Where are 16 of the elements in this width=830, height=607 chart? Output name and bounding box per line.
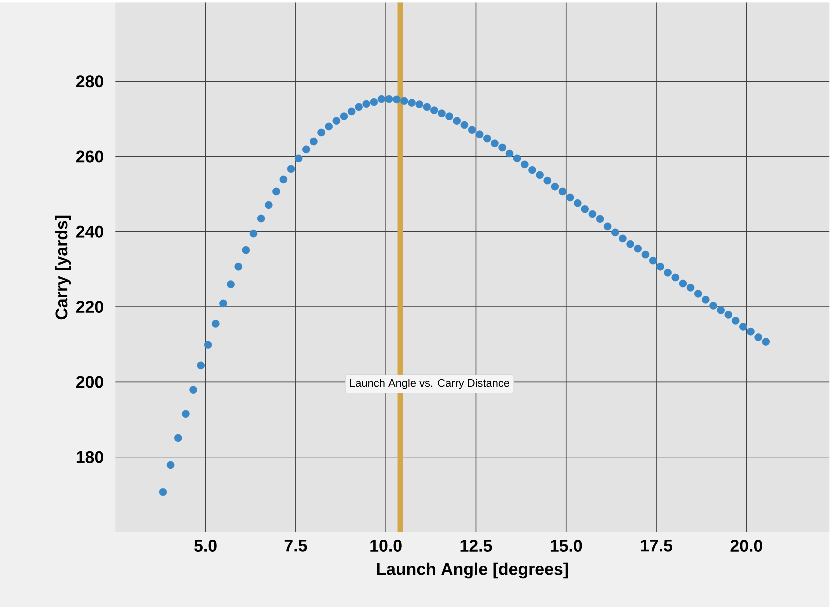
- y-tick-label: 280: [76, 75, 104, 88]
- x-tick-label: 20.0: [730, 540, 762, 552]
- x-tick-label: 7.5: [284, 540, 308, 552]
- y-tick-label: 200: [76, 376, 104, 388]
- y-axis-title: Carry [yards]: [55, 216, 72, 320]
- x-tick-label: 10.0: [370, 540, 402, 552]
- y-tick-label: 220: [76, 300, 104, 313]
- x-tick-label: 15.0: [550, 540, 582, 552]
- x-tick-label: 12.5: [460, 540, 492, 552]
- x-tick-label: 5.0: [194, 540, 217, 552]
- annotation: Launch Angle vs. Carry Distance: [350, 378, 510, 390]
- y-tick-label: 260: [76, 150, 104, 163]
- x-tick-label: 17.5: [641, 540, 673, 552]
- y-tick-label: 240: [76, 226, 104, 238]
- x-axis-title: Launch Angle [degrees]: [377, 562, 568, 578]
- y-tick-label: 180: [76, 451, 104, 464]
